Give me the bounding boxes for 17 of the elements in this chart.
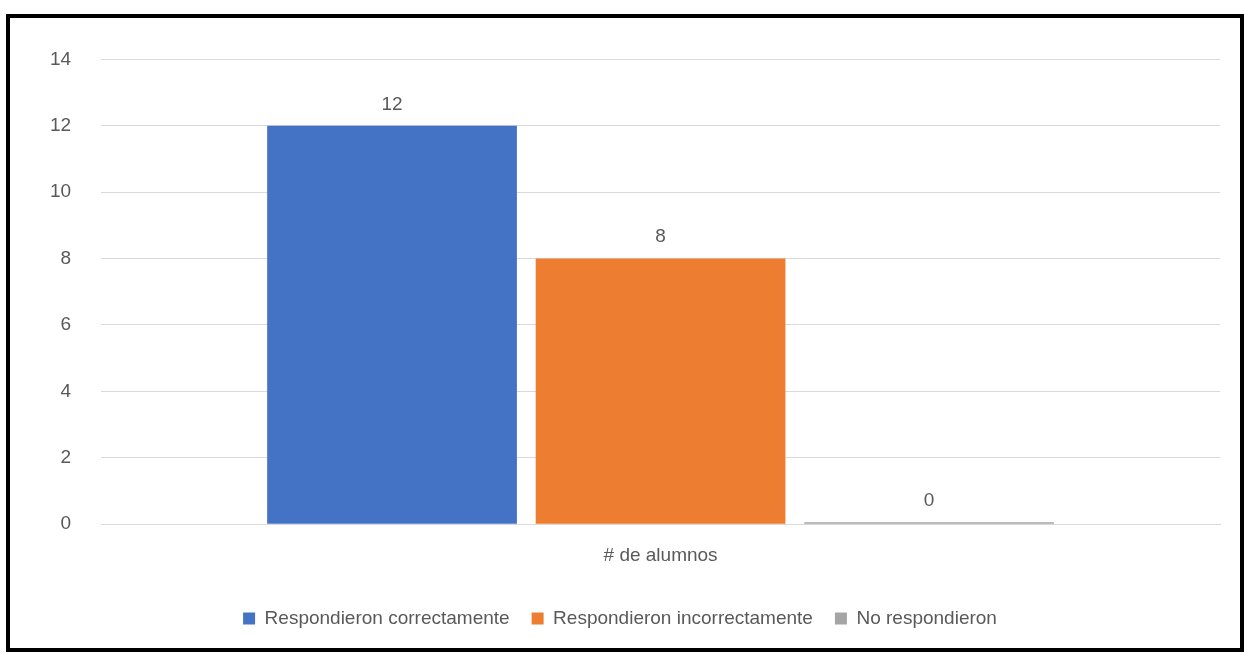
- y-tick-label: 0: [60, 512, 72, 534]
- legend-label: Respondieron incorrectamente: [553, 606, 813, 628]
- y-tick-label: 4: [60, 379, 72, 401]
- y-tick-label: 10: [49, 180, 72, 202]
- y-tick-label: 8: [60, 246, 72, 268]
- data-label: 12: [381, 92, 403, 114]
- y-tick-label: 12: [49, 114, 72, 136]
- x-tick-label: # de alumnos: [603, 543, 718, 565]
- data-label: 0: [923, 488, 935, 510]
- y-tick-label: 14: [49, 47, 72, 69]
- y-tick-label: 6: [60, 313, 72, 335]
- legend-label: Respondieron correctamente: [264, 606, 510, 628]
- bar: [267, 125, 517, 524]
- data-label: 8: [655, 225, 666, 247]
- y-tick-label: 2: [60, 446, 72, 468]
- legend-label: No respondieron: [856, 606, 997, 628]
- bar: [535, 258, 786, 524]
